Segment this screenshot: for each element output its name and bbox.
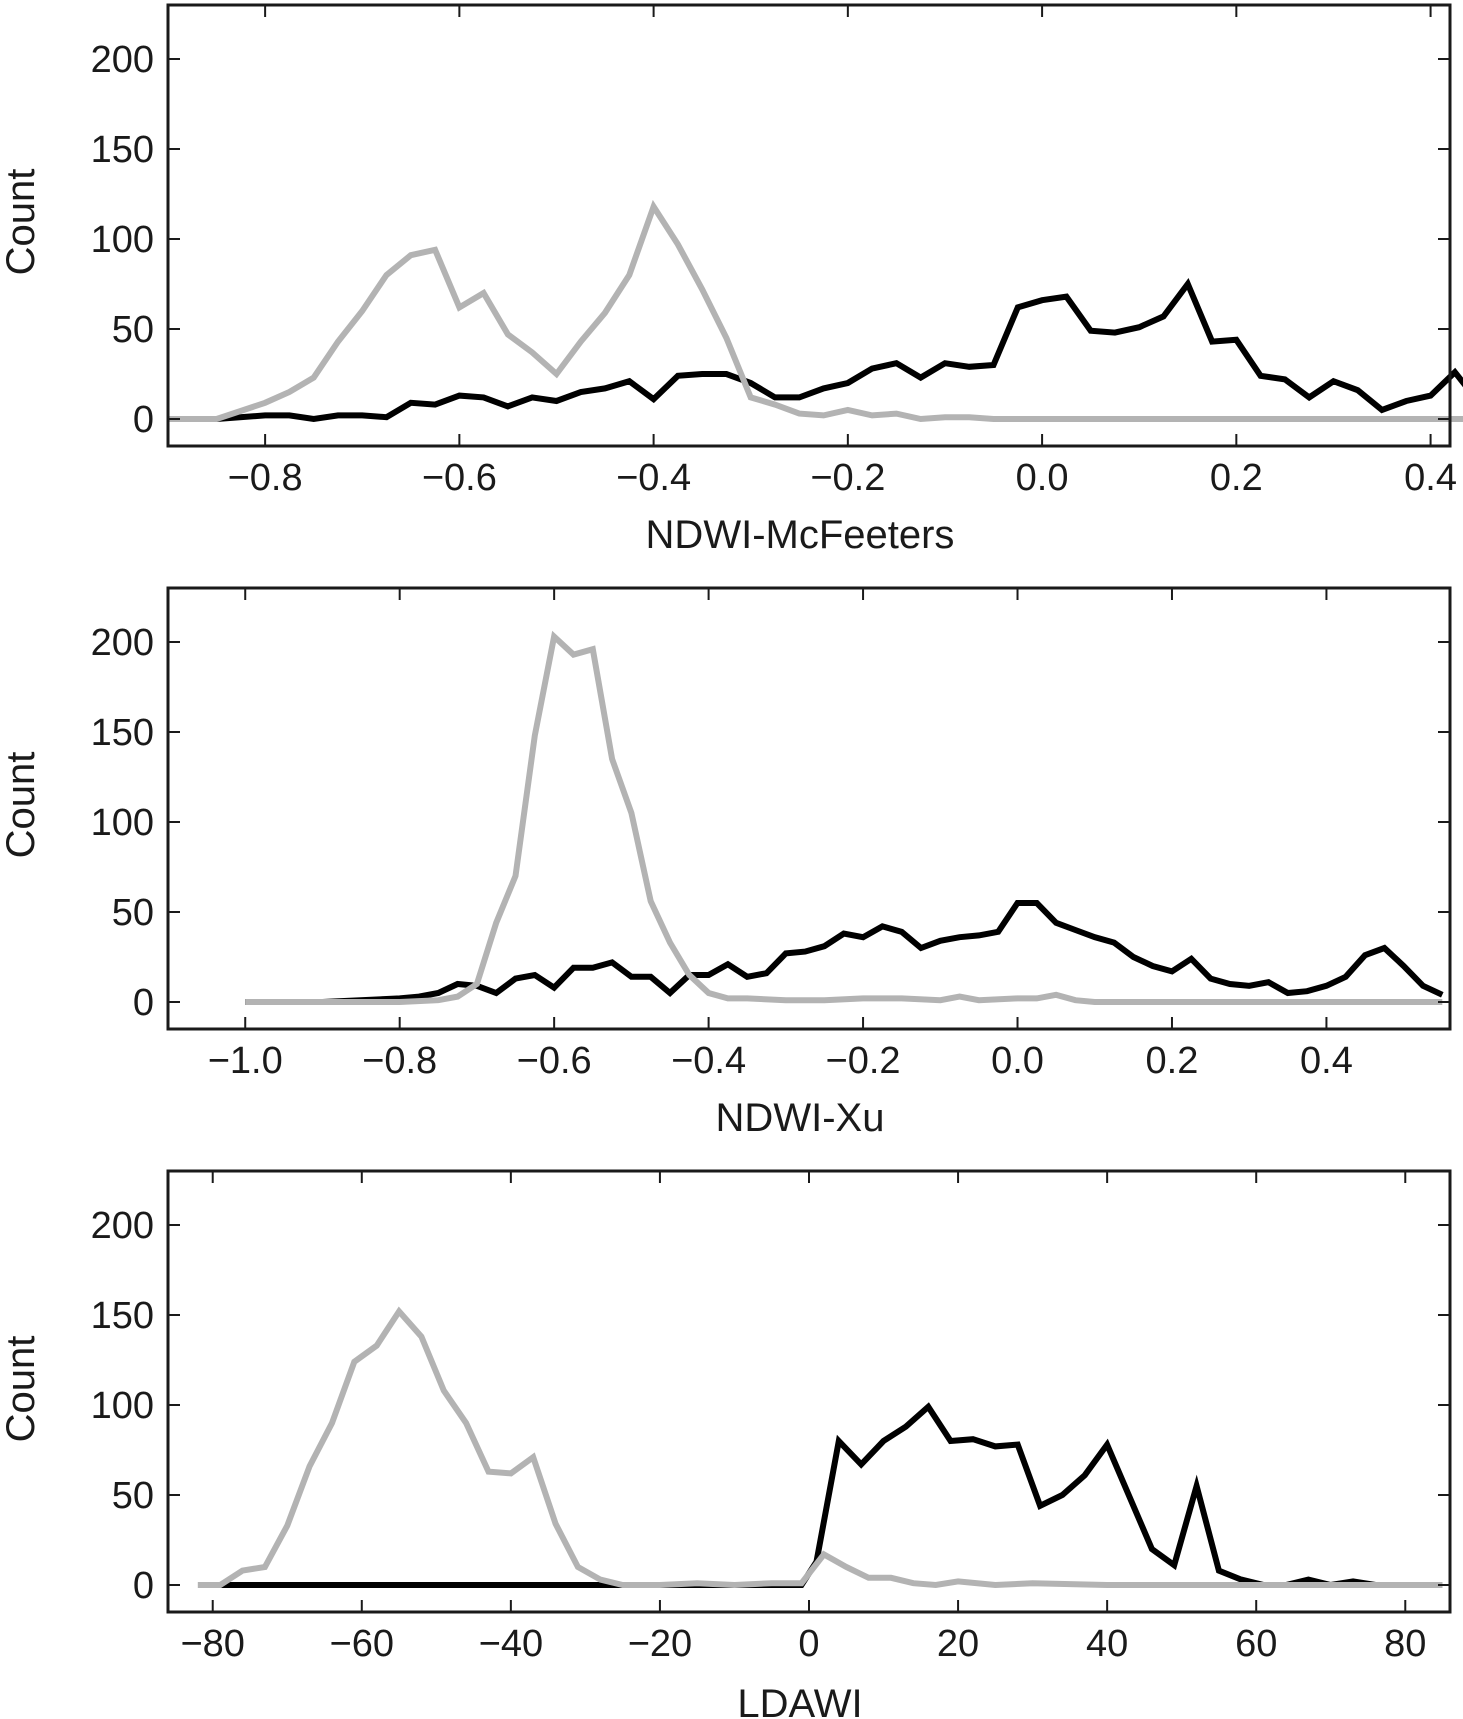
x-tick-label: −0.4	[616, 457, 691, 499]
x-tick-label: 0.4	[1300, 1040, 1353, 1082]
series-line-1	[168, 278, 1463, 423]
x-axis-label: NDWI-McFeeters	[646, 513, 955, 557]
plot-frame	[166, 1169, 1452, 1614]
x-tick-label: 20	[937, 1623, 979, 1665]
y-tick-label: 150	[91, 1295, 154, 1337]
x-tick-label: −0.8	[362, 1040, 437, 1082]
y-tick-label: 50	[112, 892, 154, 934]
x-tick-label: 40	[1086, 1623, 1128, 1665]
y-tick-label: 150	[91, 712, 154, 754]
y-tick-label: 200	[91, 39, 154, 81]
y-tick-label: 50	[112, 1475, 154, 1517]
y-axis-label: Count	[0, 752, 43, 859]
y-tick-label: 0	[133, 982, 154, 1024]
x-tick-label: −20	[628, 1623, 692, 1665]
y-tick-label: 50	[112, 309, 154, 351]
y-tick-label: 200	[91, 1205, 154, 1247]
series-line-2	[245, 630, 1443, 1005]
plot-frame	[166, 3, 1452, 448]
x-tick-label: 0.2	[1210, 457, 1263, 499]
y-tick-label: 100	[91, 1385, 154, 1427]
x-tick-label: 60	[1235, 1623, 1277, 1665]
y-tick-label: 150	[91, 129, 154, 171]
x-tick-label: −0.6	[422, 457, 497, 499]
y-tick-label: 0	[133, 1565, 154, 1607]
x-tick-label: 0	[798, 1623, 819, 1665]
y-axis-label: Count	[0, 1336, 43, 1443]
plot-frame	[166, 586, 1452, 1031]
y-axis-label: Count	[0, 169, 43, 276]
series-line-2	[197, 1306, 1443, 1589]
x-axis-label: NDWI-Xu	[716, 1096, 885, 1140]
x-tick-label: −80	[180, 1623, 244, 1665]
x-tick-label: 0.4	[1404, 457, 1457, 499]
y-tick-label: 100	[91, 219, 154, 261]
x-tick-label: 80	[1384, 1623, 1426, 1665]
panel-ndwi-mcfeeters: Count NDWI-McFeeters −0.8 −0.6 −0.4 −0.2 0.0…	[0, 3, 1463, 557]
x-tick-label: −1.0	[208, 1040, 283, 1082]
y-tick-label: 100	[91, 802, 154, 844]
x-tick-label: 0.2	[1146, 1040, 1199, 1082]
x-tick-label: −0.2	[826, 1040, 901, 1082]
x-tick-label: −0.6	[517, 1040, 592, 1082]
x-tick-label: −60	[330, 1623, 394, 1665]
x-tick-label: 0.0	[1016, 457, 1069, 499]
x-tick-label: −0.8	[228, 457, 303, 499]
y-tick-label: 0	[133, 399, 154, 441]
x-tick-label: 0.0	[991, 1040, 1044, 1082]
x-tick-label: −0.2	[810, 457, 885, 499]
panel-ndwi-xu: Count NDWI-Xu −1.0 −0.8 −0.6 −0.4 −0.2 0.0 0.2…	[0, 586, 1452, 1140]
x-axis-label: LDAWI	[737, 1682, 862, 1719]
series-line-1	[245, 900, 1444, 1005]
x-tick-label: −0.4	[671, 1040, 746, 1082]
x-tick-label: −40	[479, 1623, 543, 1665]
y-tick-label: 200	[91, 622, 154, 664]
series-line-2	[168, 199, 1463, 423]
panel-ldawi: Count LDAWI −80 −60 −40 −20 0 20 40 60 80 0 50 100 1…	[0, 1169, 1452, 1719]
